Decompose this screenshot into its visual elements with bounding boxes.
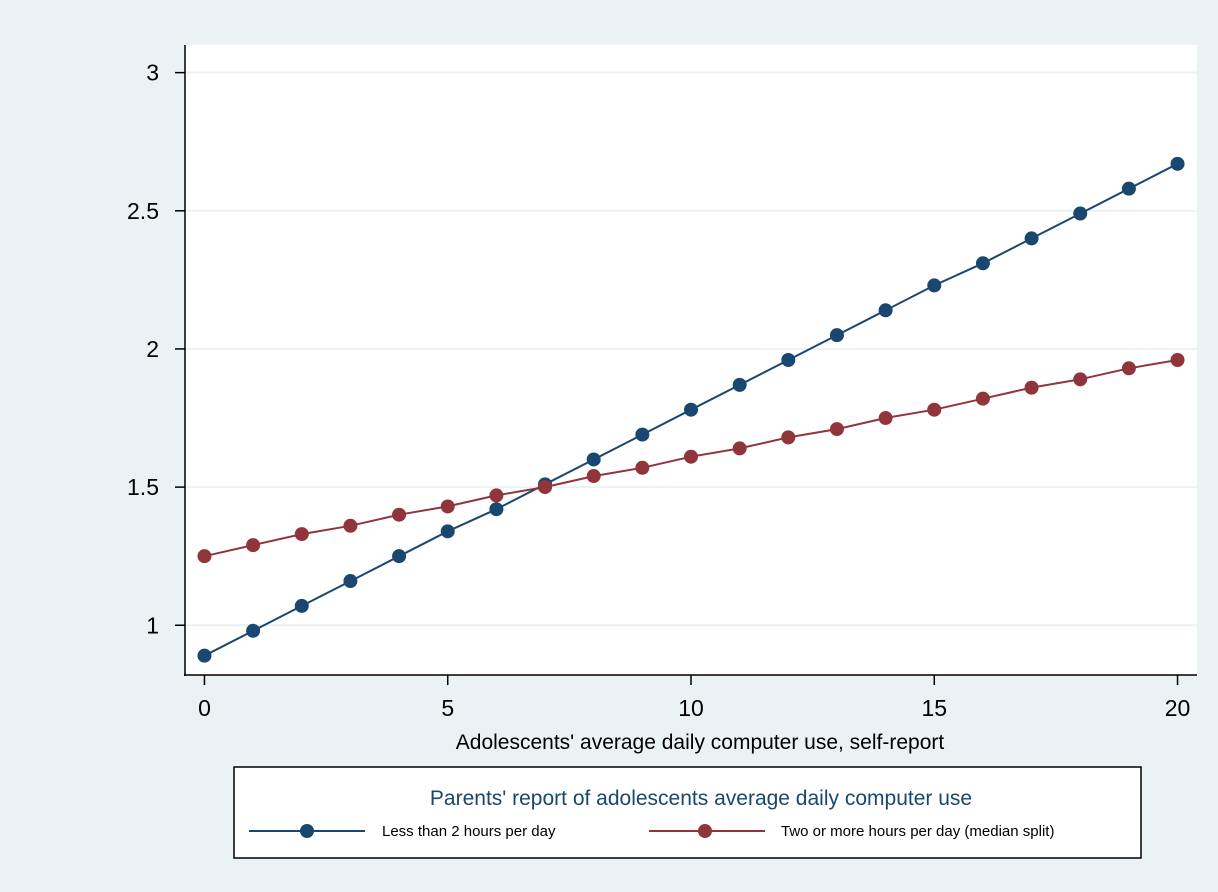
- series-1-point: [294, 598, 309, 613]
- x-tick-label: 15: [921, 695, 947, 721]
- series-1-point: [732, 377, 747, 392]
- series-1-point: [829, 328, 844, 343]
- series-2-point: [392, 507, 407, 522]
- series-2-point: [684, 449, 698, 464]
- y-tick-label: 1: [146, 612, 159, 638]
- series-1-point: [246, 623, 261, 638]
- series-2-point: [294, 527, 309, 542]
- legend-marker-2: [698, 824, 712, 838]
- series-1-point: [440, 524, 455, 539]
- series-1-point: [586, 452, 601, 467]
- legend-marker-1: [300, 824, 314, 838]
- series-2-point: [440, 499, 455, 514]
- y-tick-label: 2: [146, 336, 159, 362]
- legend: Parents' report of adolescents average d…: [233, 766, 1142, 859]
- series-2-point: [781, 430, 796, 445]
- x-tick-label: 20: [1165, 695, 1191, 721]
- series-1-point: [1024, 231, 1039, 246]
- series-2-point: [1024, 380, 1039, 395]
- series-2-point: [586, 469, 601, 484]
- series-2-point: [878, 411, 893, 426]
- legend-box: [233, 766, 1142, 859]
- axes: 1 1.5 2 2.5 3 0 5 10 15 20: [127, 45, 1197, 721]
- legend-title: Parents' report of adolescents average d…: [430, 787, 972, 810]
- series-2-point: [732, 441, 747, 456]
- series-1-point: [1170, 156, 1185, 171]
- series-2-point: [1170, 353, 1185, 367]
- series-1-point: [1073, 206, 1088, 221]
- x-tick-label: 0: [198, 695, 211, 721]
- grid-lines: [185, 71, 1197, 627]
- legend-items: Less than 2 hours per day Two or more hou…: [249, 823, 1054, 840]
- series-1-point: [489, 502, 504, 517]
- x-tick-label: 10: [678, 695, 704, 721]
- series-2-point: [1121, 361, 1136, 376]
- series-2-point: [197, 549, 212, 564]
- series-1-point: [684, 402, 698, 417]
- series-1-point: [878, 303, 893, 318]
- series-2-point: [635, 460, 650, 475]
- series-layer: [197, 156, 1185, 663]
- series-1-point: [975, 256, 990, 271]
- y-tick-label: 3: [146, 60, 159, 86]
- series-2-point: [538, 480, 553, 495]
- series-1-point: [781, 353, 796, 367]
- x-axis-title: Adolescents' average daily computer use,…: [456, 731, 945, 754]
- series-2-point: [975, 391, 990, 406]
- series-1-point: [927, 278, 942, 293]
- series-2-point: [343, 518, 358, 533]
- series-1-point: [635, 427, 650, 442]
- series-1-point: [1121, 181, 1136, 196]
- series-2-point: [927, 402, 942, 417]
- series-1-point: [197, 648, 212, 663]
- series-2-point: [829, 422, 844, 437]
- y-tick-label: 2.5: [127, 198, 159, 224]
- series-2-point: [246, 538, 261, 553]
- x-tick-label: 5: [441, 695, 454, 721]
- legend-label-2: Two or more hours per day (median split): [781, 823, 1054, 840]
- series-2-point: [489, 488, 504, 503]
- series-1-point: [392, 549, 407, 564]
- legend-label-1: Less than 2 hours per day: [382, 823, 556, 840]
- series-2-point: [1073, 372, 1088, 387]
- plot-area: [185, 45, 1197, 675]
- series-1-point: [343, 574, 358, 589]
- y-tick-label: 1.5: [127, 474, 159, 500]
